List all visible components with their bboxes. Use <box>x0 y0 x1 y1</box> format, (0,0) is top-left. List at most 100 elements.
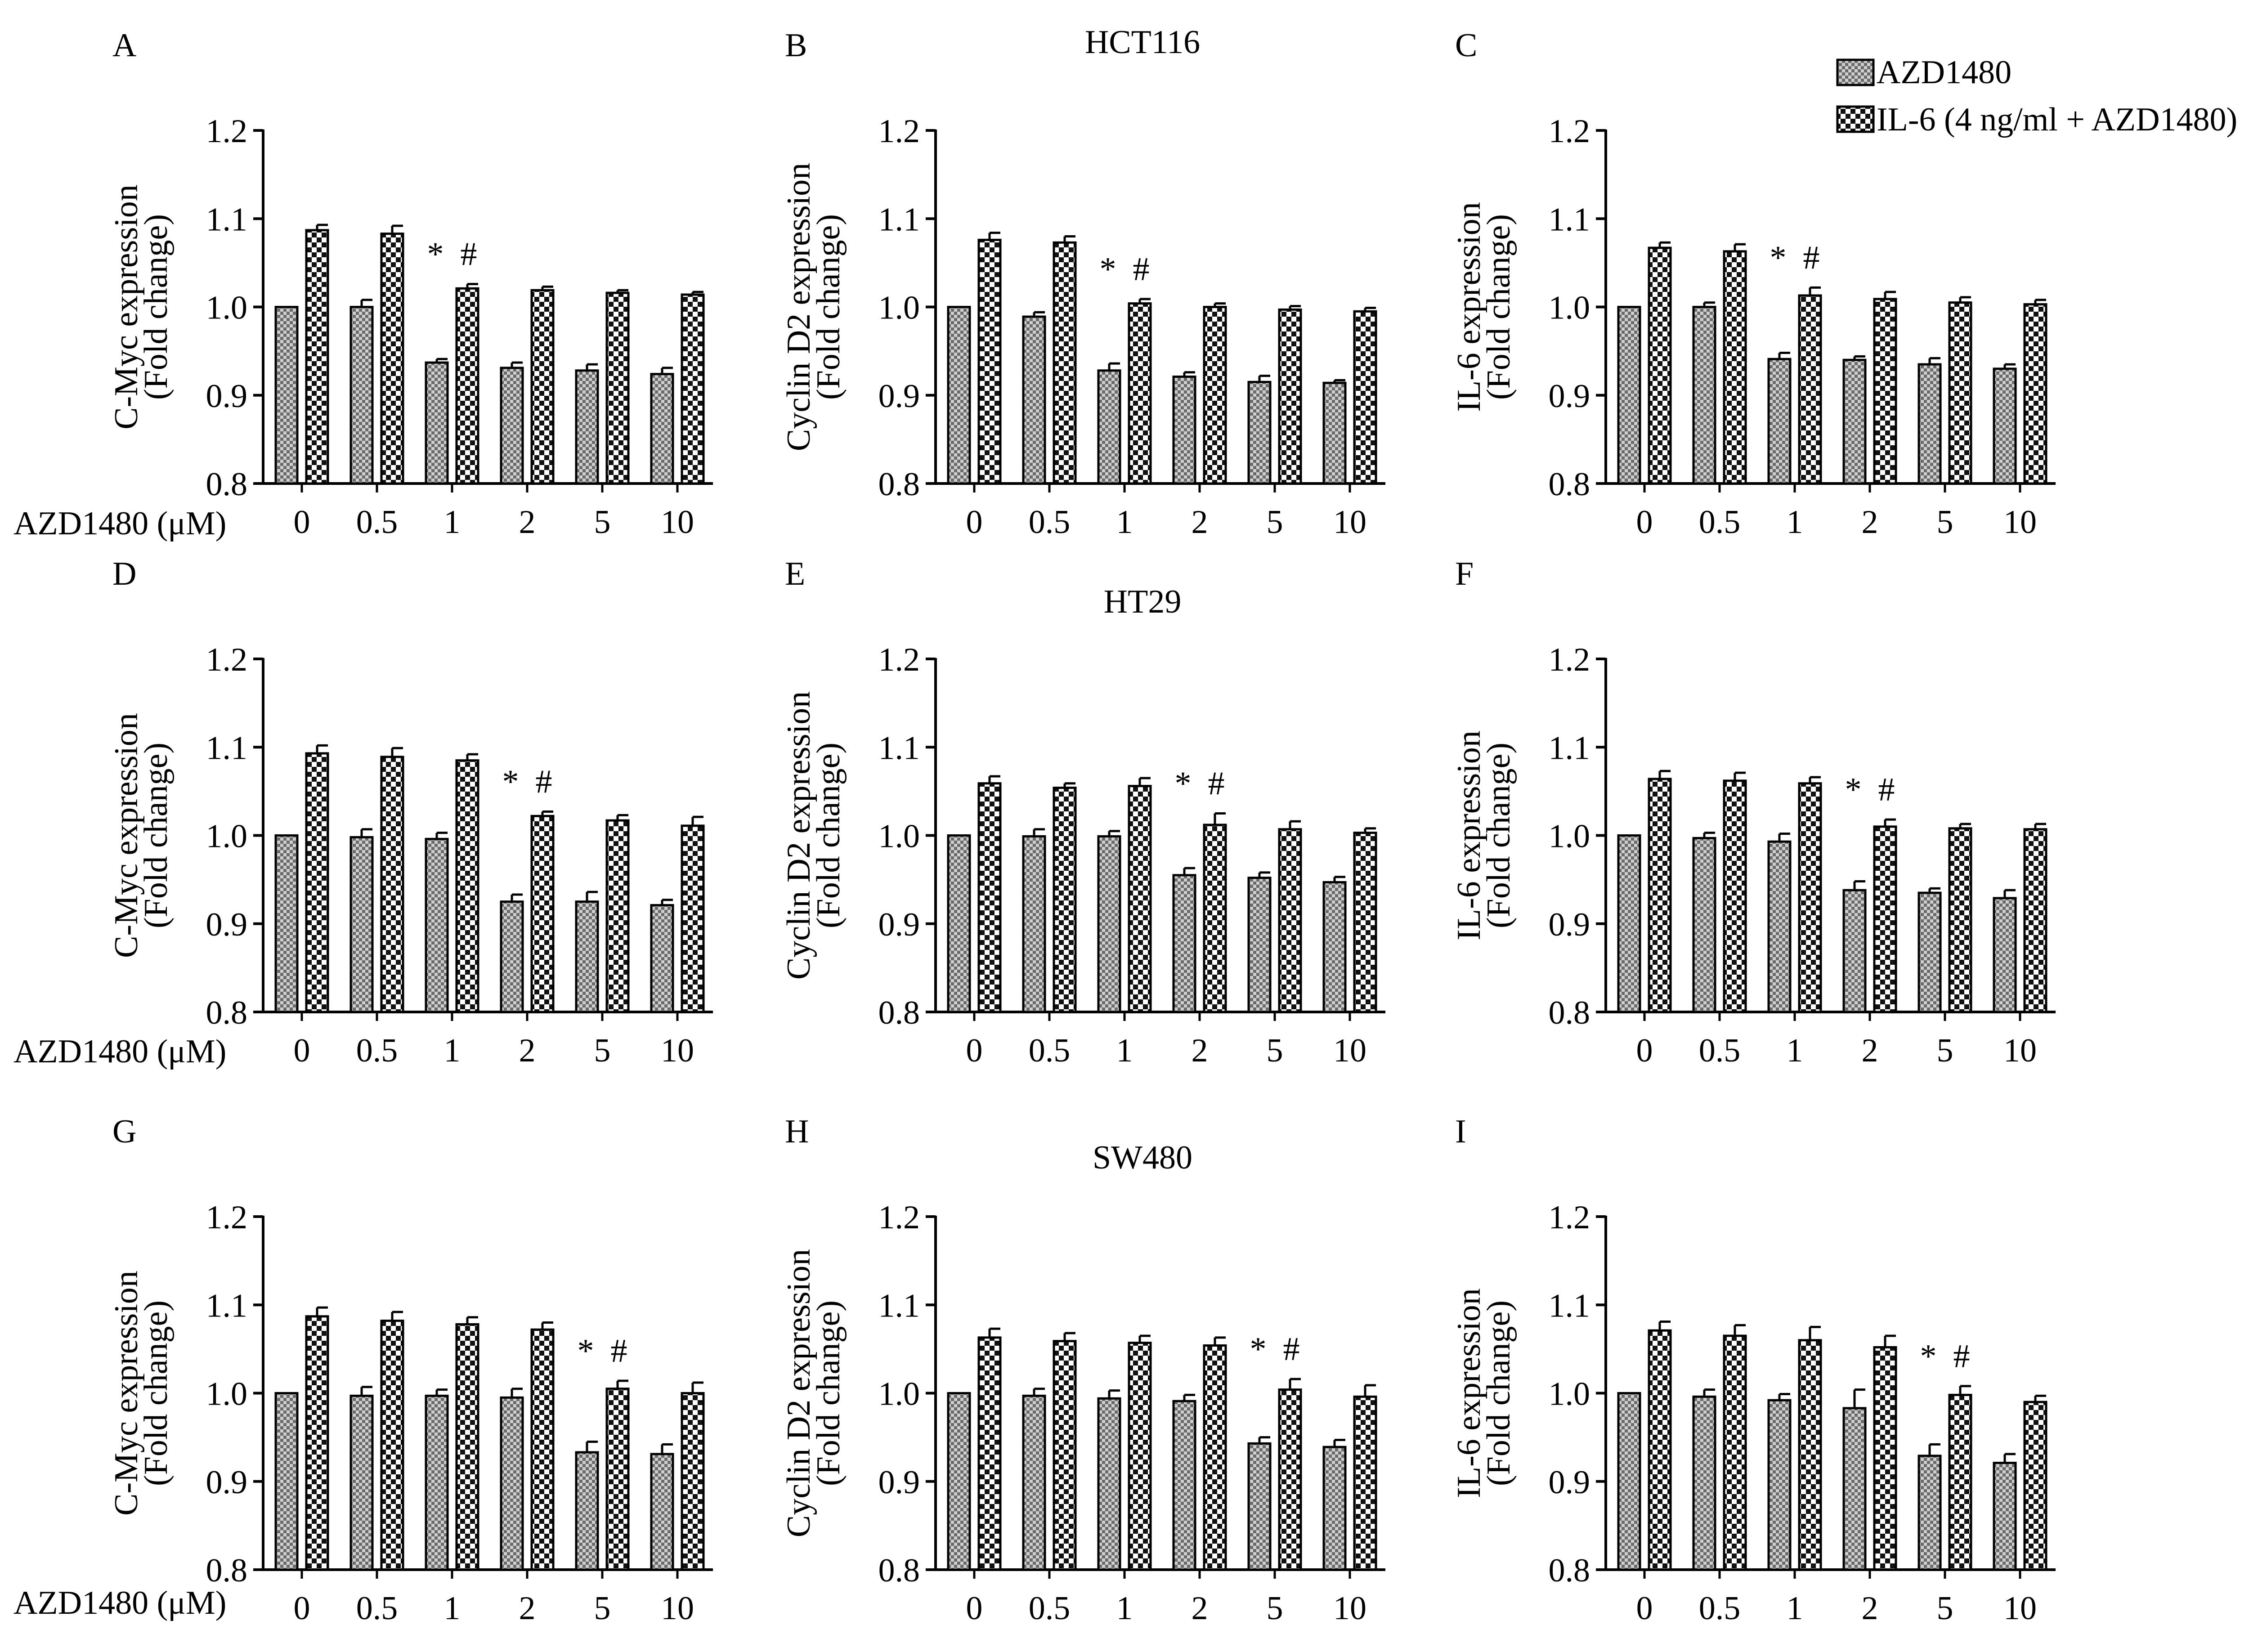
y-axis-label-line: IL-6 expression <box>1451 202 1487 412</box>
y-axis-label-d: C-Myc expression(Fold change) <box>108 713 175 958</box>
y-axis-label-i: IL-6 expression(Fold change) <box>1451 1288 1517 1498</box>
y-axis-label-c: IL-6 expression(Fold change) <box>1451 202 1517 412</box>
bar-i-azd1480-1 <box>1767 1399 1792 1571</box>
bar-d-il6-10 <box>681 824 705 1013</box>
bar-b-il6-0 <box>977 238 1002 485</box>
x-tick-label: 0 <box>1636 1590 1653 1627</box>
y-tick-label: 0.8 <box>878 466 920 503</box>
y-tick-label: 1.0 <box>206 1376 248 1413</box>
y-tick-label: 1.2 <box>206 641 248 678</box>
y-tick-label: 1.0 <box>878 818 920 855</box>
bar-g-il6-0.5 <box>380 1320 404 1571</box>
bar-f-il6-5 <box>1948 827 1972 1013</box>
y-axis-label-a: C-Myc expression(Fold change) <box>108 184 175 430</box>
bar-c-il6-10 <box>2023 303 2047 485</box>
bar-e-azd1480-0.5 <box>1022 835 1046 1013</box>
y-tick-label: 1.1 <box>206 201 248 238</box>
bar-b-azd1480-5 <box>1247 381 1272 485</box>
bar-d-il6-5 <box>605 819 630 1013</box>
bar-f-il6-2 <box>1873 825 1897 1013</box>
bar-g-azd1480-0 <box>274 1392 299 1571</box>
bar-a-il6-0.5 <box>380 233 404 485</box>
x-tick-label: 1 <box>1787 1590 1803 1627</box>
x-tick-label: 1 <box>1116 504 1133 541</box>
bar-a-il6-5 <box>605 291 630 485</box>
y-axis-label-line: (Fold change) <box>810 743 847 928</box>
bar-g-azd1480-5 <box>575 1451 599 1571</box>
bar-f-il6-10 <box>2023 828 2047 1013</box>
x-tick-label: 0.5 <box>1029 1032 1071 1069</box>
x-tick-label: 10 <box>661 1032 694 1069</box>
y-tick-label: 1.2 <box>206 113 248 150</box>
bar-e-il6-5 <box>1278 828 1302 1013</box>
bar-f-azd1480-1 <box>1767 840 1792 1013</box>
x-prefix-row3: AZD1480 (μM) <box>13 1585 226 1621</box>
x-tick-label: 1 <box>1116 1032 1133 1069</box>
bar-e-azd1480-5 <box>1247 877 1272 1013</box>
legend-label-azd1480: AZD1480 <box>1877 54 2012 91</box>
cell-title-sw480: SW480 <box>1093 1139 1192 1176</box>
panel-letter-h: H <box>785 1113 809 1150</box>
significance-marker-d: * # <box>502 764 552 801</box>
bar-c-il6-0.5 <box>1723 250 1747 485</box>
x-tick-label: 0.5 <box>356 504 398 541</box>
bar-f-il6-0 <box>1648 778 1672 1013</box>
x-tick-label: 0.5 <box>1029 1590 1071 1627</box>
bar-h-il6-1 <box>1128 1342 1152 1571</box>
x-tick-label: 10 <box>2003 1032 2037 1069</box>
y-tick-label: 1.1 <box>1549 730 1590 766</box>
y-tick-label: 0.9 <box>1549 1464 1590 1501</box>
x-tick-label: 2 <box>1862 504 1878 541</box>
bar-i-il6-5 <box>1948 1393 1972 1571</box>
bar-h-azd1480-0.5 <box>1022 1394 1046 1571</box>
bar-h-il6-10 <box>1353 1395 1377 1571</box>
panel-letter-f: F <box>1455 555 1474 592</box>
y-axis-label-line: (Fold change) <box>138 743 175 928</box>
x-tick-label: 2 <box>519 1590 536 1627</box>
x-tick-label: 0.5 <box>1699 1590 1741 1627</box>
bar-a-il6-10 <box>681 293 705 485</box>
bar-c-azd1480-10 <box>1993 367 2017 485</box>
y-tick-label: 1.0 <box>206 818 248 855</box>
x-tick-label: 5 <box>1937 1032 1953 1069</box>
y-axis-label-line: C-Myc expression <box>108 713 145 958</box>
bar-c-il6-0 <box>1648 246 1672 485</box>
y-axis-label-line: (Fold change) <box>138 214 175 400</box>
x-tick-label: 5 <box>1267 1032 1283 1069</box>
x-tick-label: 0.5 <box>1029 504 1071 541</box>
bar-f-azd1480-5 <box>1917 891 1942 1013</box>
x-tick-label: 2 <box>1862 1590 1878 1627</box>
y-axis-label-line: (Fold change) <box>810 214 847 400</box>
x-tick-label: 1 <box>444 1590 461 1627</box>
bar-i-il6-1 <box>1798 1339 1822 1571</box>
bar-b-azd1480-1 <box>1097 369 1121 485</box>
y-tick-label: 0.8 <box>878 994 920 1031</box>
bar-i-il6-10 <box>2023 1401 2047 1571</box>
legend: AZD1480 IL-6 (4 ng/ml + AZD1480) <box>1836 54 2237 138</box>
y-axis-label-line: Cyclin D2 expression <box>780 691 817 980</box>
bar-b-azd1480-10 <box>1322 381 1347 485</box>
y-tick-label: 0.8 <box>1549 994 1590 1031</box>
x-tick-label: 5 <box>1937 504 1953 541</box>
panel-letter-c: C <box>1455 27 1477 64</box>
bar-f-azd1480-2 <box>1842 889 1867 1013</box>
bar-b-azd1480-0 <box>947 306 971 485</box>
legend-swatch-il6 <box>1836 105 1875 133</box>
bar-b-azd1480-0.5 <box>1022 315 1046 485</box>
x-tick-label: 0.5 <box>1699 504 1741 541</box>
bar-d-il6-0.5 <box>380 756 404 1013</box>
y-axis-label-line: (Fold change) <box>1480 743 1517 928</box>
x-tick-label: 0 <box>294 1032 310 1069</box>
significance-marker-e: * # <box>1175 765 1225 802</box>
bar-e-il6-0.5 <box>1053 787 1077 1013</box>
panel-h: H Cyclin D2 expression(Fold change) 0.8 0.9… <box>780 1113 1385 1627</box>
bar-g-il6-5 <box>605 1388 630 1571</box>
bar-g-il6-1 <box>455 1323 479 1571</box>
y-tick-label: 1.1 <box>206 1287 248 1324</box>
bar-i-azd1480-0 <box>1617 1392 1641 1571</box>
bar-i-il6-0.5 <box>1723 1334 1747 1571</box>
y-axis-label-line: (Fold change) <box>810 1300 847 1486</box>
x-tick-label: 1 <box>1787 1032 1803 1069</box>
y-tick-label: 1.0 <box>1549 818 1590 855</box>
y-tick-label: 0.9 <box>878 378 920 415</box>
